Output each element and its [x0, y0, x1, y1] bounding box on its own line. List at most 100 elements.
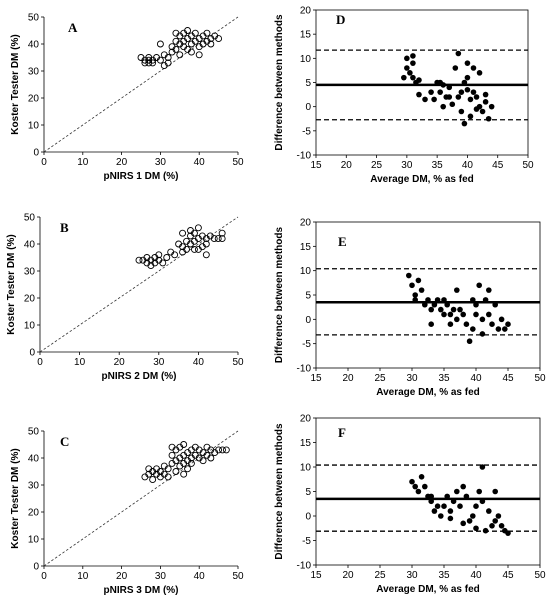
- panel-label: F: [338, 425, 346, 440]
- x-tick-label: 20: [341, 160, 353, 171]
- data-point: [492, 301, 499, 308]
- x-tick-label: 20: [342, 373, 354, 384]
- panel-label: A: [68, 20, 78, 35]
- x-tick-label: 0: [37, 357, 43, 368]
- x-axis-title: pNIRS 2 DM (%): [102, 371, 177, 382]
- data-point: [460, 520, 467, 527]
- data-point: [412, 297, 419, 303]
- data-point: [438, 513, 444, 519]
- y-tick-label: -5: [302, 339, 311, 350]
- panel-D: 15 20 25 30 35 40 45 50 -10 -5 0 5 10 15 20 Average DM,…: [274, 6, 534, 186]
- data-point: [473, 311, 479, 318]
- data-point: [479, 331, 486, 337]
- data-point: [460, 311, 467, 318]
- x-axis-title: Average DM, % as fed: [376, 584, 480, 595]
- x-tick-label: 15: [310, 570, 322, 581]
- y-tick-label: 10: [300, 266, 312, 277]
- panel-label: E: [338, 234, 347, 249]
- data-point: [464, 60, 471, 66]
- panel-label: C: [60, 434, 69, 449]
- data-point: [434, 503, 441, 510]
- y-tick-label: 0: [305, 102, 311, 113]
- data-point: [479, 498, 486, 505]
- x-tick-label: 50: [534, 373, 546, 384]
- y-tick-label: 20: [300, 218, 312, 229]
- y-tick-label: -10: [297, 364, 312, 375]
- x-tick-label: 35: [432, 160, 444, 171]
- data-point: [434, 297, 441, 303]
- x-tick-label: 50: [232, 571, 244, 582]
- data-point: [492, 488, 499, 495]
- data-point: [489, 523, 495, 529]
- y-tick-label: 0: [305, 315, 311, 326]
- data-point: [466, 518, 473, 524]
- y-tick-label: 15: [300, 30, 312, 41]
- data-point: [454, 488, 460, 495]
- x-axis-title: pNIRS 1 DM (%): [104, 171, 179, 182]
- data-point: [422, 301, 428, 308]
- x-tick-label: 40: [194, 157, 206, 168]
- panel-label: B: [60, 220, 69, 235]
- y-tick-label: 10: [28, 535, 40, 546]
- panel-A: 0 10 20 30 40 50 0 10 20 30 40 50 pNIRS 1 DM (%) Kost…: [10, 13, 244, 183]
- data-point: [409, 282, 415, 289]
- data-point: [486, 287, 492, 293]
- y-tick-label: 15: [300, 242, 312, 253]
- data-point: [422, 96, 428, 103]
- data-point: [482, 297, 489, 303]
- data-point: [194, 224, 202, 232]
- data-point: [135, 256, 143, 264]
- data-point: [446, 94, 453, 100]
- y-axis-title: Koster Tester DM (%): [6, 234, 17, 334]
- x-tick-label: 25: [371, 160, 383, 171]
- data-point: [457, 306, 463, 313]
- data-point: [505, 321, 511, 328]
- data-point: [410, 60, 416, 66]
- y-tick-label: 20: [28, 508, 40, 519]
- data-point: [447, 508, 454, 514]
- x-axis-title: Average DM, % as fed: [376, 387, 480, 398]
- plot-frame: [315, 9, 529, 156]
- y-axis-title: Difference between methods: [274, 226, 285, 363]
- x-tick-label: 15: [310, 373, 322, 384]
- y-tick-label: 0: [305, 512, 311, 523]
- y-tick-label: 10: [28, 121, 40, 132]
- data-point: [218, 235, 226, 243]
- data-point: [473, 94, 480, 100]
- data-point: [410, 53, 416, 59]
- y-axis-title: Koster Tester DM (%): [10, 448, 21, 548]
- data-point: [476, 488, 483, 495]
- x-tick-label: 30: [406, 373, 418, 384]
- data-point: [463, 321, 470, 328]
- x-tick-label: 45: [502, 373, 514, 384]
- data-point: [479, 108, 486, 115]
- data-point: [401, 74, 407, 81]
- panel-E: 15 20 25 30 35 40 45 50 -10 -5 0 5 10 15 20 Average DM,…: [274, 218, 546, 399]
- x-tick-label: 0: [41, 157, 47, 168]
- data-point: [415, 277, 422, 284]
- data-point: [440, 82, 447, 88]
- data-point: [470, 297, 476, 303]
- x-tick-label: 45: [502, 570, 514, 581]
- data-point: [202, 251, 210, 259]
- x-tick-label: 40: [193, 357, 205, 368]
- data-point: [486, 311, 492, 318]
- data-point: [476, 282, 483, 289]
- y-tick-label: 30: [28, 67, 40, 78]
- x-tick-label: 35: [438, 373, 450, 384]
- x-tick-label: 25: [374, 570, 386, 581]
- y-tick-label: 50: [28, 13, 40, 24]
- x-axis-title: pNIRS 3 DM (%): [104, 585, 179, 596]
- x-tick-label: 20: [342, 570, 354, 581]
- x-tick-label: 20: [114, 357, 126, 368]
- data-point: [179, 229, 187, 237]
- x-tick-label: 40: [470, 373, 482, 384]
- data-point: [190, 229, 198, 237]
- y-tick-label: 30: [28, 481, 40, 492]
- data-point: [437, 89, 443, 95]
- data-point: [461, 120, 468, 127]
- y-tick-label: 50: [24, 213, 36, 224]
- y-tick-label: 40: [28, 454, 40, 465]
- x-tick-label: 30: [406, 570, 418, 581]
- data-point: [464, 74, 471, 81]
